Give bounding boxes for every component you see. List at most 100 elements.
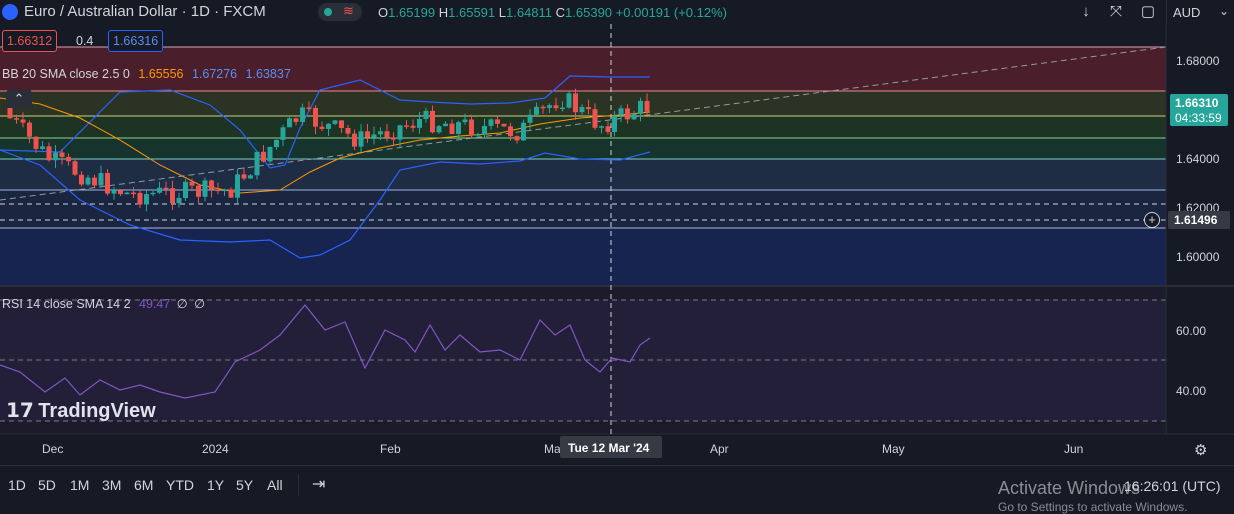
candle-body bbox=[79, 174, 84, 185]
timeframe-all[interactable]: All bbox=[267, 477, 283, 493]
candle-body bbox=[20, 119, 26, 123]
candle-body bbox=[423, 110, 429, 119]
timeframe-5d[interactable]: 5D bbox=[38, 477, 56, 493]
timeframe-3m[interactable]: 3M bbox=[102, 477, 122, 493]
candle-body bbox=[475, 134, 481, 136]
time-label: Dec bbox=[42, 442, 64, 456]
zone-teal bbox=[0, 138, 1166, 159]
date-range-icon[interactable]: ⇥ bbox=[312, 476, 326, 493]
sell-button[interactable]: 1.66312 bbox=[2, 30, 58, 52]
candle-body bbox=[215, 189, 221, 192]
timeframe-5y[interactable]: 5Y bbox=[236, 477, 254, 493]
trend-line bbox=[0, 46, 1167, 201]
candle-body bbox=[391, 137, 396, 140]
buy-button[interactable]: 1.66316 bbox=[108, 30, 164, 52]
time-label: Ma bbox=[544, 442, 561, 456]
rsi-value: 49.47 bbox=[139, 297, 171, 311]
candle-body bbox=[267, 147, 273, 162]
candle-body bbox=[98, 173, 104, 186]
candle-body bbox=[462, 119, 468, 123]
candle-body bbox=[170, 188, 175, 204]
candle-body bbox=[501, 123, 507, 127]
timeframe-1y[interactable]: 1Y bbox=[207, 477, 225, 493]
candle-body bbox=[482, 125, 487, 135]
candle-body bbox=[14, 118, 19, 120]
time-label: Jun bbox=[1064, 442, 1084, 456]
candle-body bbox=[46, 146, 52, 161]
candle-body bbox=[293, 118, 299, 123]
zone-green bbox=[0, 116, 1166, 138]
market-open-icon bbox=[324, 8, 332, 16]
timeframe-1m[interactable]: 1M bbox=[70, 477, 90, 493]
clock[interactable]: 16:26:01 (UTC) bbox=[1124, 478, 1221, 494]
candle-body bbox=[547, 105, 552, 108]
candle-body bbox=[417, 118, 422, 128]
candle-body bbox=[644, 100, 650, 112]
candle-body bbox=[566, 93, 572, 108]
candle-body bbox=[514, 136, 520, 141]
toolbar-separator bbox=[298, 474, 299, 496]
candle-body bbox=[280, 127, 286, 140]
candle-body bbox=[189, 181, 195, 186]
candle-body bbox=[300, 107, 305, 123]
zone-olive bbox=[0, 91, 1166, 116]
candle-body bbox=[105, 173, 110, 194]
timeframe-ytd[interactable]: YTD bbox=[166, 477, 194, 493]
candle-body bbox=[163, 187, 169, 190]
candle-body bbox=[53, 152, 58, 161]
timeframe-6m[interactable]: 6M bbox=[134, 477, 154, 493]
candle-body bbox=[137, 192, 143, 205]
candle-body bbox=[339, 120, 344, 128]
candle-body bbox=[157, 187, 162, 193]
spread-value: 0.4 bbox=[76, 34, 94, 48]
candle-body bbox=[410, 125, 416, 128]
chevron-down-icon: ⌄ bbox=[1219, 4, 1230, 18]
chevron-up-icon: ⌃ bbox=[13, 91, 25, 106]
candle-body bbox=[521, 122, 526, 141]
tradingview-logo-text: TradingView bbox=[38, 400, 156, 422]
settings-gear-icon[interactable]: ⚙ bbox=[1194, 442, 1208, 459]
candle-body bbox=[27, 122, 32, 137]
candle-body bbox=[449, 123, 455, 134]
bb-label: BB 20 SMA close 2.5 0 bbox=[2, 67, 130, 81]
market-status-pill[interactable]: ≋ bbox=[318, 3, 362, 21]
candle-body bbox=[527, 114, 533, 123]
price-tick: 1.68000 bbox=[1176, 54, 1220, 68]
candle-body bbox=[573, 93, 578, 113]
current-price: 1.66310 bbox=[1175, 96, 1219, 110]
candle-body bbox=[586, 107, 591, 110]
bb-lower-band bbox=[0, 149, 651, 259]
timeframe-1d[interactable]: 1D bbox=[8, 477, 26, 493]
candle-body bbox=[59, 152, 65, 157]
candle-body bbox=[352, 133, 357, 147]
open-value: 1.65199 bbox=[388, 5, 436, 20]
candle-body bbox=[631, 113, 637, 120]
ohlc-readout: O1.65199 H1.65591 L1.64811 C1.65390 +0.0… bbox=[378, 5, 727, 20]
add-alert-plus-icon[interactable]: + bbox=[1144, 212, 1160, 228]
candle-body bbox=[319, 126, 325, 129]
candle-body bbox=[326, 123, 331, 129]
candle-body bbox=[605, 126, 611, 132]
time-label: 2024 bbox=[202, 442, 229, 456]
candle-body bbox=[66, 156, 71, 162]
candle-body bbox=[150, 192, 156, 195]
candle-body bbox=[579, 107, 585, 113]
currency-select[interactable]: AUD ⌄ bbox=[1166, 0, 1234, 24]
alert-icon: ≋ bbox=[343, 3, 354, 18]
collapse-legend-button[interactable]: ⌃ bbox=[6, 90, 32, 108]
candle-body bbox=[176, 197, 182, 204]
candle-body bbox=[85, 177, 91, 185]
arrow-down-icon[interactable]: ↓ bbox=[1082, 3, 1090, 20]
low-value: 1.64811 bbox=[506, 5, 553, 20]
fullscreen-icon[interactable]: ⤧ bbox=[1109, 3, 1122, 20]
candle-body bbox=[599, 126, 604, 128]
zone-navy bbox=[0, 190, 1166, 228]
symbol-title[interactable]: Euro / Australian Dollar · 1D · FXCM bbox=[24, 3, 266, 20]
bb-legend[interactable]: BB 20 SMA close 2.5 0 1.65556 1.67276 1.… bbox=[2, 65, 291, 83]
candle-body bbox=[72, 161, 78, 175]
high-value: 1.65591 bbox=[448, 5, 496, 20]
rsi-legend[interactable]: RSI 14 close SMA 14 2 49.47 ∅ ∅ bbox=[2, 295, 205, 313]
snapshot-icon[interactable]: ▢ bbox=[1140, 3, 1156, 20]
activate-windows-sub: Go to Settings to activate Windows. bbox=[998, 500, 1188, 514]
